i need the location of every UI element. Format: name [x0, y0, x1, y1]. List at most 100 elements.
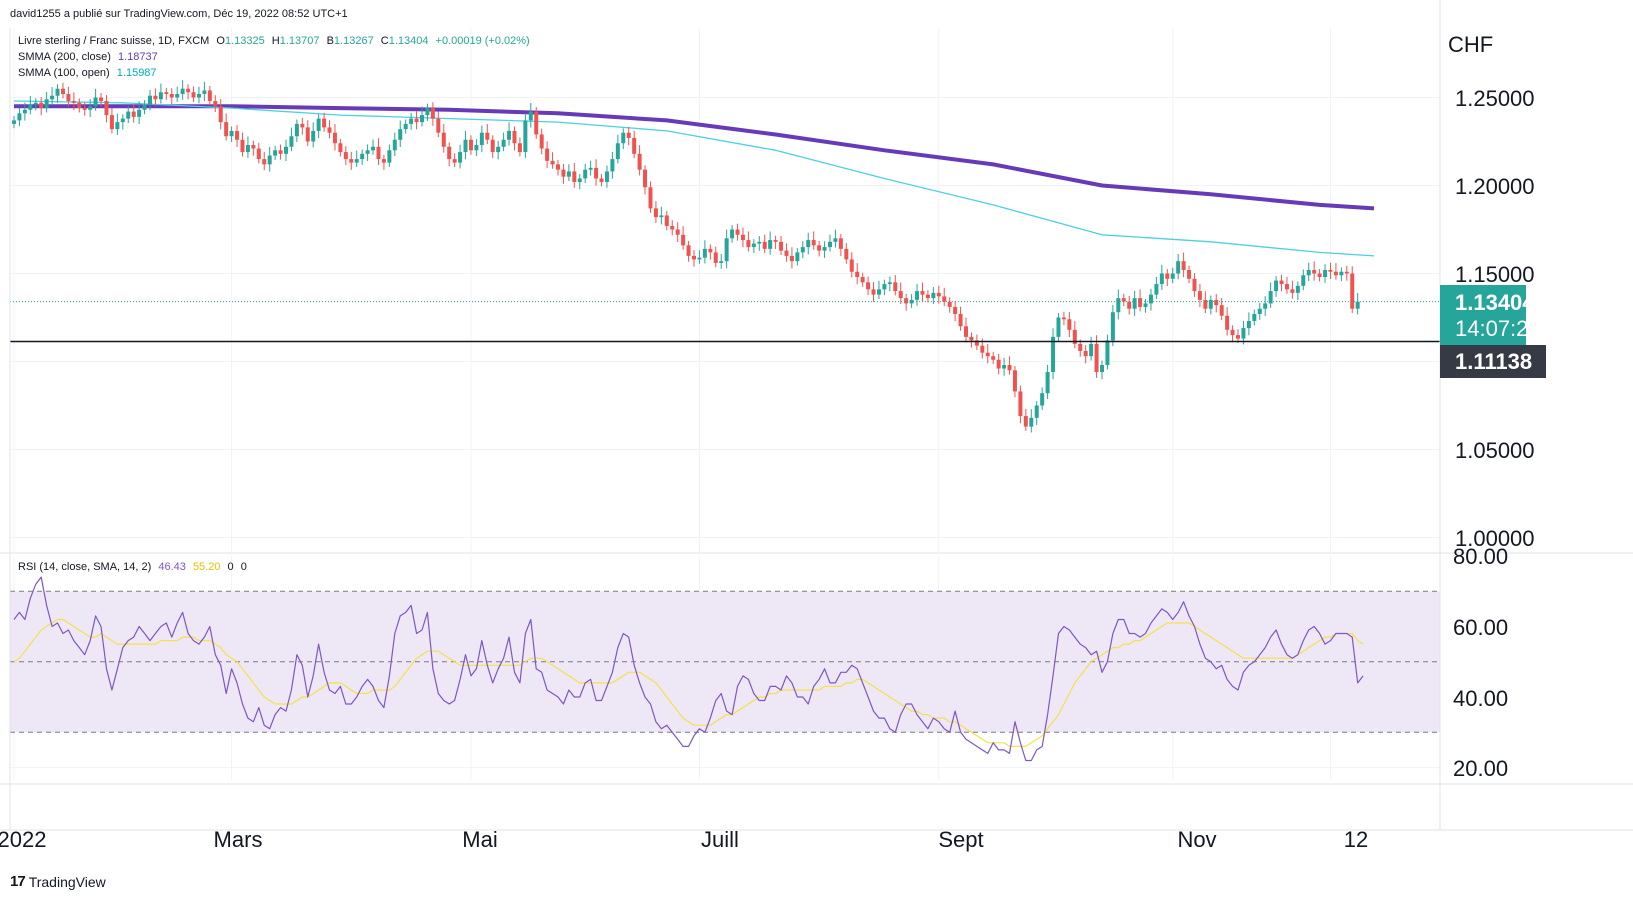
- candle-body: [371, 146, 376, 151]
- candle-body: [1208, 299, 1213, 309]
- candle-body: [381, 159, 386, 163]
- candle: [697, 250, 702, 264]
- ohlc-close-label: C: [380, 35, 389, 47]
- candle-body: [866, 282, 871, 290]
- candle: [599, 174, 604, 187]
- candle: [1306, 262, 1311, 282]
- candle-body: [751, 243, 756, 248]
- candle: [648, 181, 653, 213]
- candle-body: [730, 229, 735, 239]
- candle-body: [795, 252, 800, 262]
- candle: [751, 239, 756, 253]
- candle: [66, 86, 71, 107]
- symbol-legend[interactable]: Livre sterling / Franc suisse, 1D, FXCM …: [18, 35, 530, 47]
- candle: [1072, 321, 1077, 349]
- candle: [191, 86, 196, 102]
- candle-body: [964, 326, 968, 337]
- x-axis-label: Sept: [938, 827, 984, 852]
- candle: [381, 154, 386, 170]
- candle-body: [632, 137, 637, 154]
- candle: [1263, 296, 1268, 316]
- candle-body: [169, 93, 174, 98]
- candle: [284, 139, 288, 162]
- smma200-legend[interactable]: SMMA (200, close) 1.18737: [18, 51, 158, 63]
- candle-body: [1002, 365, 1007, 369]
- candle: [93, 88, 98, 111]
- candle: [702, 240, 707, 264]
- candle-body: [844, 248, 849, 260]
- candle: [626, 126, 631, 146]
- candle: [762, 234, 767, 254]
- candle-body: [349, 159, 354, 163]
- last-price-tag[interactable]: 1.13404 14:07:29: [1440, 285, 1541, 345]
- candle: [550, 152, 555, 169]
- candle: [1018, 385, 1023, 424]
- candle-body: [1018, 391, 1023, 417]
- tradingview-logo[interactable]: 17 TradingView: [10, 873, 106, 890]
- candle-body: [556, 164, 560, 170]
- candle: [876, 280, 881, 300]
- candle: [196, 86, 201, 104]
- rsi-value: 46.43: [158, 561, 186, 573]
- candle-body: [768, 240, 773, 249]
- candle: [1312, 261, 1317, 281]
- candle-body: [180, 88, 185, 94]
- candle: [1159, 264, 1164, 290]
- candle-body: [294, 123, 299, 137]
- rsi-legend[interactable]: RSI (14, close, SMA, 14, 2) 46.43 55.20 …: [18, 561, 247, 573]
- candle: [17, 107, 22, 127]
- candle-body: [817, 245, 822, 251]
- candle: [39, 96, 44, 116]
- candle: [789, 247, 794, 269]
- candle-body: [920, 291, 925, 295]
- candle: [1355, 293, 1360, 315]
- candle: [55, 84, 60, 103]
- candle: [779, 236, 784, 256]
- candle: [1100, 360, 1104, 380]
- candle: [1078, 339, 1083, 357]
- candle-body: [387, 150, 392, 163]
- hline-price-tag[interactable]: 1.11138: [1440, 345, 1546, 378]
- candle: [387, 144, 392, 168]
- candle-body: [436, 118, 441, 133]
- candle-body: [468, 139, 473, 151]
- candle-body: [126, 111, 131, 119]
- candle-body: [1143, 303, 1148, 307]
- candle-body: [1241, 328, 1246, 339]
- candle-body: [474, 145, 479, 151]
- candle-body: [974, 340, 979, 346]
- candle-body: [1295, 285, 1300, 293]
- candle: [643, 165, 648, 195]
- candle: [256, 142, 261, 164]
- price-tick: 1.20000: [1455, 174, 1535, 199]
- candle: [82, 102, 87, 116]
- candle-body: [773, 240, 778, 242]
- candle-body: [1181, 261, 1186, 270]
- candle-body: [643, 169, 648, 188]
- candle: [768, 231, 773, 255]
- candle: [1257, 302, 1262, 320]
- smma100-legend[interactable]: SMMA (100, open) 1.15987: [18, 67, 157, 79]
- candle: [360, 149, 365, 165]
- candle: [1252, 309, 1257, 326]
- candle-body: [1034, 405, 1039, 418]
- candle: [1110, 305, 1115, 347]
- candle-body: [175, 93, 180, 98]
- candle-body: [104, 101, 109, 116]
- candle: [44, 92, 49, 113]
- candle: [724, 229, 729, 269]
- candle-body: [490, 139, 495, 153]
- candle-body: [120, 118, 125, 123]
- candle-body: [1045, 372, 1050, 394]
- candle: [828, 234, 832, 252]
- candle: [180, 80, 185, 100]
- last-price-value: 1.13404: [1455, 290, 1535, 315]
- candle: [1121, 293, 1126, 307]
- candle: [88, 99, 93, 118]
- candle: [240, 132, 245, 157]
- candle-body: [577, 178, 582, 182]
- candle: [305, 120, 310, 146]
- candle-body: [1121, 298, 1126, 302]
- candle: [1203, 291, 1208, 314]
